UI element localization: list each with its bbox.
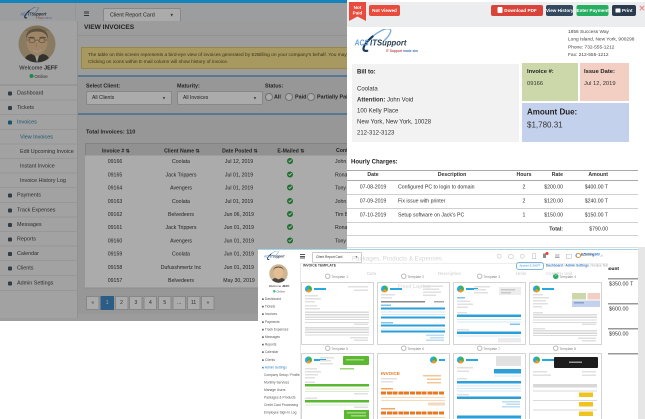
svg-text:Support: Support xyxy=(377,38,407,48)
svg-text:IT Support made simple: IT Support made simple xyxy=(386,49,418,53)
svg-text:IT: IT xyxy=(270,255,274,259)
svg-text:ACS: ACS xyxy=(20,11,28,16)
svg-text:Support: Support xyxy=(32,11,47,16)
svg-text:Support: Support xyxy=(273,255,285,259)
svg-text:ACS: ACS xyxy=(263,255,270,259)
svg-text:ACS: ACS xyxy=(354,38,369,48)
svg-text:IT: IT xyxy=(370,38,378,48)
svg-text:IT: IT xyxy=(28,11,32,16)
